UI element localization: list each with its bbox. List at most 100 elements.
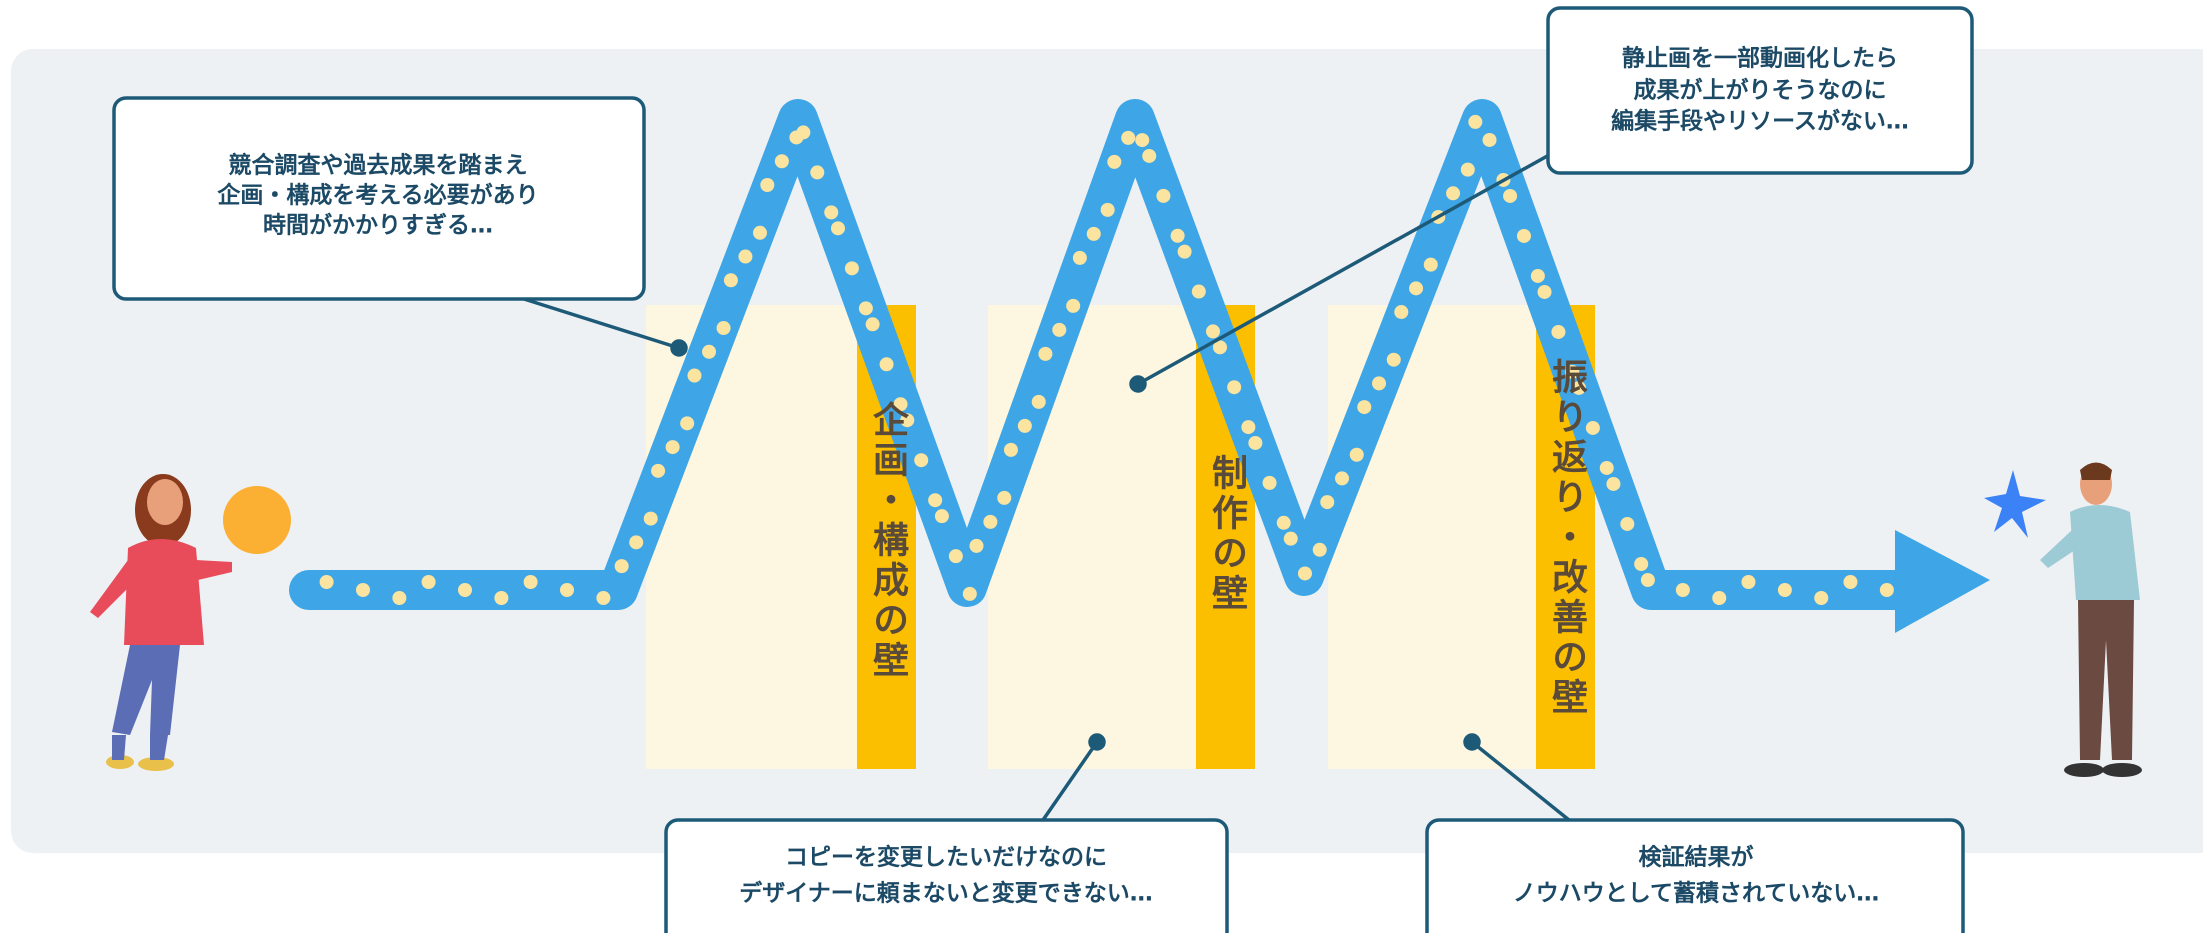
route-dot <box>824 205 839 220</box>
route-dot <box>1634 556 1649 571</box>
route-dot <box>969 538 984 553</box>
route-dot <box>1086 226 1101 241</box>
route-dot <box>1620 516 1635 531</box>
leader-dot <box>670 339 688 357</box>
route-dot <box>1814 591 1829 605</box>
leader-dot <box>1088 733 1106 751</box>
route-dot <box>1423 257 1438 272</box>
callout-line: 時間がかかりすぎる… <box>263 212 493 239</box>
route-dot <box>702 344 717 359</box>
route-dot <box>962 586 977 601</box>
route-dot <box>810 165 825 180</box>
route-dot <box>1565 364 1580 379</box>
callout-line: 企画・構成を考える必要があり <box>216 182 538 209</box>
route-dot <box>1072 250 1087 265</box>
route-dot <box>1503 188 1518 203</box>
route-dot <box>1100 202 1115 217</box>
route-dot <box>1335 471 1350 486</box>
route-dot <box>1156 188 1171 203</box>
route-dot <box>1262 475 1277 490</box>
route-dot <box>560 583 574 597</box>
route-dot <box>914 453 929 468</box>
route-dot <box>983 514 998 529</box>
leader-dot <box>1129 375 1147 393</box>
route-dot <box>1066 298 1081 313</box>
callout-line: デザイナーに頼まないと変更できない… <box>739 880 1153 907</box>
wall-face <box>988 305 1196 769</box>
route-dot <box>1516 228 1531 243</box>
callout-box <box>1546 6 1974 175</box>
callout-box <box>1425 818 1965 933</box>
route-dot <box>830 221 845 236</box>
route-dot <box>774 154 789 169</box>
route-dot <box>1170 228 1185 243</box>
route-dot <box>1777 583 1792 597</box>
route-dot <box>1879 583 1894 597</box>
route-dot <box>1212 340 1227 355</box>
route-dot <box>1712 591 1727 605</box>
route-dot <box>629 535 644 550</box>
route-dot <box>1843 575 1858 589</box>
callout: 静止画を一部動画化したら 成果が上がりそうなのに 編集手段やリソースがない… <box>1546 6 1974 175</box>
callout-line: 静止画を一部動画化したら <box>1622 45 1898 72</box>
route-dot <box>1038 346 1053 361</box>
route-dot <box>1276 515 1291 530</box>
callout-line: ノウハウとして蓄積されていない… <box>1513 881 1880 907</box>
callout-line: 編集手段やリソースがない… <box>1611 108 1909 135</box>
leader-line <box>1041 741 1099 821</box>
route-dot <box>879 357 894 372</box>
route-dot <box>1537 284 1552 299</box>
wall-face <box>646 305 857 769</box>
route-dot <box>1003 442 1018 457</box>
route-dot <box>948 549 963 564</box>
route-dot <box>1468 114 1483 129</box>
route-dot <box>738 249 753 264</box>
route-dot <box>1640 572 1655 587</box>
route-dot <box>1460 162 1475 177</box>
route-dot <box>494 591 509 605</box>
callout: 競合調査や過去成果を踏まえ 企画・構成を考える必要があり 時間がかかりすぎる… <box>112 96 646 301</box>
wall-label: 制作の壁 <box>1206 454 1248 614</box>
route-dot <box>893 397 908 412</box>
sparkle <box>1984 470 2046 538</box>
wall-label: 振り返り・改善の壁 <box>1546 358 1588 718</box>
route-dot <box>1191 284 1206 299</box>
callout-box <box>664 818 1229 933</box>
route-dot <box>1297 566 1312 581</box>
route-dot <box>1551 324 1566 339</box>
route-dot <box>716 321 731 336</box>
route-dot <box>680 416 695 431</box>
route-dot <box>1031 394 1046 409</box>
callout-line: 成果が上がりそうなのに <box>1634 77 1887 104</box>
wall-label: 企画・構成の壁 <box>867 400 909 681</box>
route-dot <box>1121 130 1136 145</box>
route-dot <box>643 511 658 526</box>
route-dot <box>1446 186 1461 201</box>
route-dot <box>928 493 943 508</box>
person-woman <box>90 474 291 771</box>
route-dot <box>934 509 949 524</box>
route-dot <box>900 413 915 428</box>
callout-line: 検証結果が <box>1639 844 1754 871</box>
route-dot <box>1599 460 1614 475</box>
route-dot <box>1585 420 1600 435</box>
callout: 検証結果が ノウハウとして蓄積されていない… <box>1425 818 1965 933</box>
route-dot <box>760 178 775 193</box>
route-dot <box>356 583 370 597</box>
route-dot <box>1386 352 1401 367</box>
leader-line <box>1137 138 1577 386</box>
coin <box>223 486 291 554</box>
route-dot <box>1135 133 1150 148</box>
route-dot <box>1241 420 1256 435</box>
callout-line: コピーを変更したいだけなのに <box>785 844 1107 871</box>
route-dot <box>752 225 767 240</box>
route-dot <box>865 317 880 332</box>
route-dot <box>1312 542 1327 557</box>
callout: コピーを変更したいだけなのに デザイナーに頼まないと変更できない… <box>664 818 1229 933</box>
route-dot <box>421 575 436 589</box>
route-dot <box>1052 322 1067 337</box>
route-dot <box>1227 380 1242 395</box>
route-dot <box>1357 400 1372 415</box>
route-dot <box>1482 132 1497 147</box>
